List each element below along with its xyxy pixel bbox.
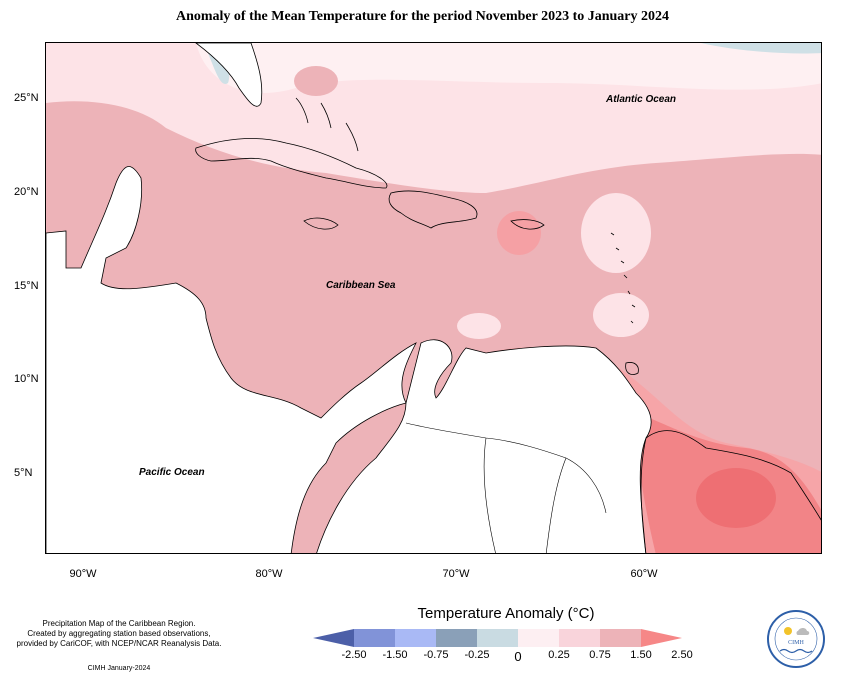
credit-line-3: provided by CariCOF, with NCEP/NCAR Rean…	[16, 639, 222, 648]
country-borders	[405, 422, 607, 553]
legend-tick-label: -1.50	[382, 649, 408, 661]
credit-line-2: Created by aggregating station based obs…	[27, 629, 211, 638]
cimh-logo: CIMH	[767, 610, 825, 668]
lat-label-10: 10°N	[14, 373, 39, 385]
label-caribbean-sea: Caribbean Sea	[326, 280, 396, 291]
cloud-icon	[796, 628, 810, 635]
legend-tick-label: 0	[514, 649, 522, 664]
legend-swatch	[477, 629, 518, 647]
legend-tick-label: -2.50	[341, 649, 367, 661]
legend-swatch	[436, 629, 477, 647]
legend-tick-label: 2.50	[671, 649, 693, 661]
lon-label-60: 60°W	[630, 568, 658, 580]
anomaly-field-verylight	[196, 43, 821, 93]
land-masses	[46, 43, 821, 553]
legend-tick-label: 0.75	[589, 649, 611, 661]
legend-tick-label: -0.25	[464, 649, 490, 661]
map-title: Anomaly of the Mean Temperature for the …	[175, 9, 670, 24]
lat-label-25: 25°N	[14, 92, 39, 104]
wave-icon	[779, 648, 813, 654]
legend-swatch	[354, 629, 395, 647]
lon-label-90: 90°W	[69, 568, 97, 580]
logo-text: CIMH	[788, 640, 804, 646]
legend-swatch	[641, 629, 682, 647]
anomaly-map	[45, 42, 822, 554]
legend-tick-label: 1.50	[630, 649, 652, 661]
legend-tick-label: 0.25	[548, 649, 570, 661]
lat-label-15: 15°N	[14, 280, 39, 292]
lat-label-20: 20°N	[14, 186, 39, 198]
label-pacific-ocean: Pacific Ocean	[139, 467, 205, 478]
legend-swatch	[313, 629, 354, 647]
sun-icon	[784, 627, 792, 635]
credit-line-1: Precipitation Map of the Caribbean Regio…	[42, 619, 196, 628]
legend-title: Temperature Anomaly (°C)	[417, 605, 595, 622]
negative-anomaly-atlantic	[701, 43, 821, 54]
island-outlines	[195, 97, 639, 375]
legend-swatch	[395, 629, 436, 647]
legend-swatch	[518, 629, 559, 647]
legend-colorbar	[313, 629, 682, 647]
lon-label-80: 80°W	[255, 568, 283, 580]
lat-label-5: 5°N	[14, 467, 33, 479]
legend-swatch	[600, 629, 641, 647]
lon-label-70: 70°W	[442, 568, 470, 580]
legend-swatch	[559, 629, 600, 647]
credit-line-4: CIMH January-2024	[87, 665, 151, 672]
label-atlantic-ocean: Atlantic Ocean	[606, 94, 677, 105]
anomaly-lesser-antilles	[581, 193, 651, 273]
anomaly-puerto-rico	[497, 211, 541, 255]
legend-tick-label: -0.75	[423, 649, 449, 661]
